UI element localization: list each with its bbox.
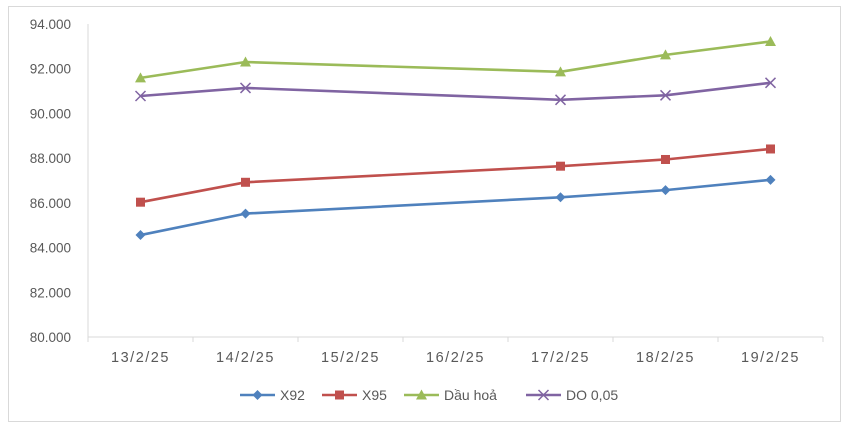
y-tick-label: 90.000	[30, 106, 71, 121]
y-tick-label: 94.000	[30, 17, 71, 32]
legend-label: X95	[362, 387, 387, 403]
legend-label: DO 0,05	[566, 387, 618, 403]
data-point	[240, 208, 251, 219]
chart-area	[8, 6, 841, 422]
data-point	[660, 49, 671, 60]
legend-marker	[252, 390, 263, 400]
data-point	[555, 192, 566, 203]
data-point	[241, 177, 250, 187]
x-tick-label: 16/2/25	[426, 350, 485, 366]
x-tick-label: 15/2/25	[321, 350, 380, 366]
y-tick-label: 92.000	[30, 62, 71, 77]
x-tick-label: 13/2/25	[111, 350, 170, 366]
data-point	[764, 77, 777, 89]
y-tick-label: 84.000	[30, 241, 71, 256]
legend-label: X92	[280, 387, 305, 403]
y-tick-label: 88.000	[30, 151, 71, 166]
data-point	[135, 72, 146, 83]
data-point	[765, 174, 776, 185]
series-line-2	[140, 147, 771, 204]
legend-marker	[335, 390, 344, 400]
x-tick-label: 14/2/25	[216, 350, 275, 366]
y-tick-label: 80.000	[30, 330, 71, 345]
data-point	[240, 56, 251, 67]
series-line-1	[140, 178, 771, 237]
data-point	[659, 89, 672, 101]
data-point	[661, 154, 670, 164]
data-point	[134, 90, 147, 102]
legend-marker	[537, 389, 550, 401]
series-line-3	[140, 40, 771, 80]
legend-marker	[416, 389, 427, 400]
x-tick-label: 17/2/25	[531, 350, 590, 366]
data-point	[555, 66, 566, 77]
series-line-4	[140, 81, 771, 102]
data-point	[766, 144, 775, 154]
x-tick-label: 19/2/25	[741, 350, 800, 366]
data-point	[554, 94, 567, 106]
y-tick-label: 86.000	[30, 196, 71, 211]
data-point	[765, 35, 776, 46]
data-point	[556, 161, 565, 171]
data-point	[239, 82, 252, 94]
legend-label: Dầu hoả	[444, 387, 497, 403]
data-point	[135, 230, 146, 241]
data-point	[660, 185, 671, 196]
data-point	[136, 197, 145, 207]
x-tick-label: 18/2/25	[636, 350, 695, 366]
y-tick-label: 82.000	[30, 285, 71, 300]
